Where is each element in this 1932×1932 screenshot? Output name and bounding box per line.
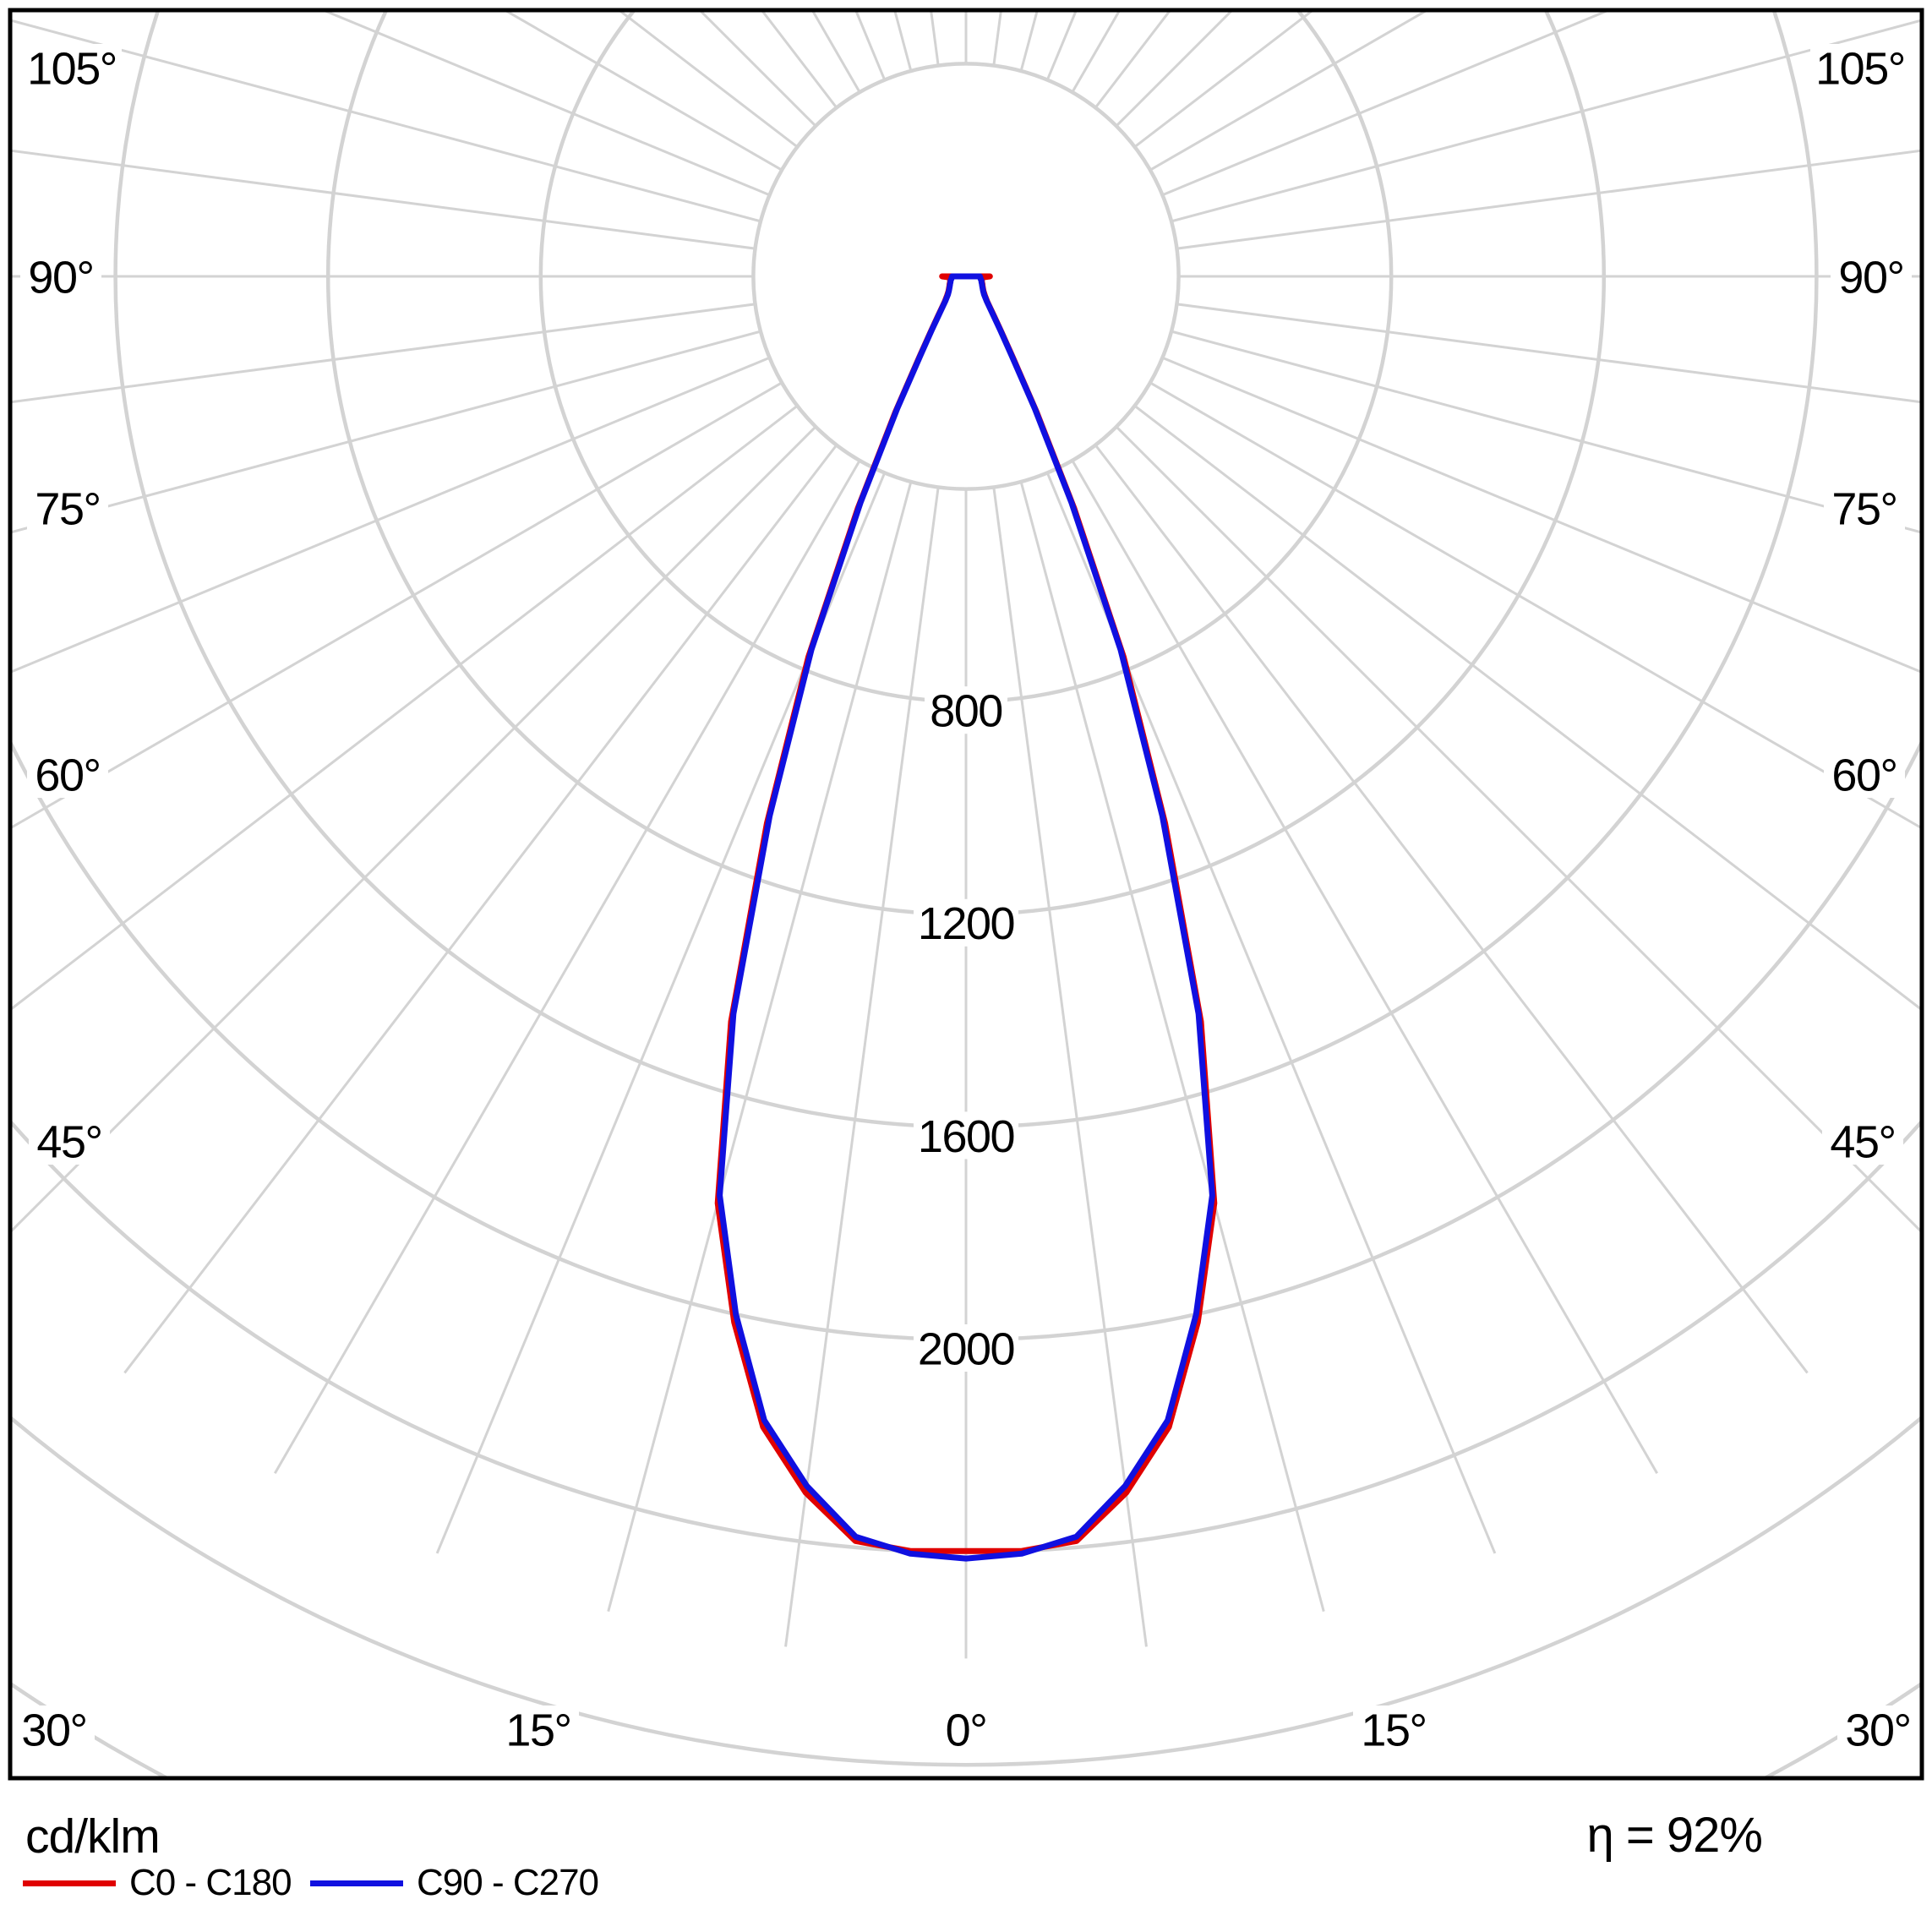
angle-label-left-30: 30°	[14, 1705, 95, 1755]
svg-text:75°: 75°	[35, 483, 100, 534]
svg-text:75°: 75°	[1831, 483, 1897, 534]
grid-spoke	[1176, 149, 1920, 250]
grid-spoke	[274, 460, 861, 1475]
angle-label-right-90: 90°	[1831, 252, 1912, 303]
legend-label: C0 - C180	[129, 1862, 292, 1903]
grid-spoke	[12, 425, 817, 1233]
radius-label-2000: 2000	[914, 1323, 1018, 1374]
legend-label: C90 - C270	[417, 1862, 599, 1903]
angle-label-right-105: 105°	[1810, 43, 1910, 94]
radius-label-1200: 1200	[914, 898, 1018, 949]
svg-text:30°: 30°	[1845, 1705, 1910, 1755]
svg-text:105°: 105°	[27, 43, 117, 94]
curve-c90-c270	[717, 273, 1215, 1562]
plot-border	[8, 8, 1924, 1781]
svg-text:90°: 90°	[1838, 252, 1903, 303]
legend-item-c90-c270: C90 - C270	[310, 1862, 599, 1903]
grid-spoke	[1161, 356, 1920, 674]
grid-spoke	[784, 487, 940, 1647]
grid-spoke	[1019, 481, 1325, 1613]
grid-spoke	[619, 12, 799, 149]
legend-line-blue-icon	[310, 1880, 403, 1886]
grid-spoke	[1171, 330, 1920, 534]
svg-text:800: 800	[930, 686, 1002, 737]
angle-label-left-90: 90°	[20, 252, 101, 303]
angle-label-right-15: 15°	[1353, 1705, 1434, 1755]
grid-spoke	[1176, 303, 1920, 404]
grid-spoke	[992, 487, 1148, 1647]
radius-label-800: 800	[925, 686, 1007, 737]
grid-spoke	[12, 381, 783, 829]
grid-spoke	[12, 330, 761, 534]
grid-spoke	[123, 444, 838, 1374]
svg-text:2000: 2000	[918, 1323, 1014, 1374]
radius-label-1600: 1600	[914, 1111, 1018, 1162]
svg-text:0°: 0°	[946, 1705, 987, 1755]
unit-label: cd/klm	[25, 1809, 161, 1864]
grid-spoke	[1171, 19, 1920, 223]
grid-spoke	[1115, 425, 1920, 1233]
grid-spoke	[505, 12, 783, 172]
svg-text:105°: 105°	[1815, 43, 1905, 94]
grid-spoke	[1071, 460, 1658, 1475]
angle-label-right-30: 30°	[1837, 1705, 1918, 1755]
grid-spoke	[12, 356, 771, 674]
grid-spoke	[12, 303, 756, 404]
efficiency-label: η = 92%	[1586, 1808, 1763, 1863]
legend-line-red-icon	[23, 1880, 116, 1886]
angle-label-right-60: 60°	[1824, 750, 1905, 800]
svg-text:1200: 1200	[918, 898, 1014, 949]
angle-label-left-75: 75°	[27, 483, 108, 534]
grid-spoke	[1161, 12, 1608, 197]
svg-text:1600: 1600	[918, 1111, 1014, 1162]
svg-text:45°: 45°	[1830, 1116, 1895, 1167]
grid-ring	[12, 1416, 1920, 1766]
grid-spoke	[1133, 12, 1313, 149]
grid-spoke	[12, 19, 761, 223]
svg-text:60°: 60°	[1831, 750, 1897, 800]
grid-spoke	[12, 149, 756, 250]
svg-text:60°: 60°	[35, 750, 100, 800]
grid-spoke	[1149, 381, 1920, 829]
grid-spoke	[1094, 444, 1809, 1374]
angle-label-right-45: 45°	[1822, 1116, 1903, 1167]
grid-spoke	[607, 481, 913, 1613]
svg-text:90°: 90°	[28, 252, 93, 303]
angle-label-left-15: 15°	[498, 1705, 579, 1755]
svg-text:15°: 15°	[1361, 1705, 1426, 1755]
svg-text:45°: 45°	[36, 1116, 101, 1167]
svg-text:15°: 15°	[505, 1705, 570, 1755]
grid-spoke	[12, 404, 799, 1011]
grid-spoke	[324, 12, 771, 197]
angle-label-left-105: 105°	[22, 43, 122, 94]
grid-spoke	[1133, 404, 1920, 1011]
legend-item-c0-c180: C0 - C180	[23, 1862, 292, 1903]
svg-text:30°: 30°	[21, 1705, 86, 1755]
angle-label-right-75: 75°	[1824, 483, 1905, 534]
grid-spoke	[1149, 12, 1427, 172]
angle-label-0: 0°	[939, 1705, 993, 1755]
angle-label-left-60: 60°	[27, 750, 108, 800]
angle-label-left-45: 45°	[29, 1116, 110, 1167]
